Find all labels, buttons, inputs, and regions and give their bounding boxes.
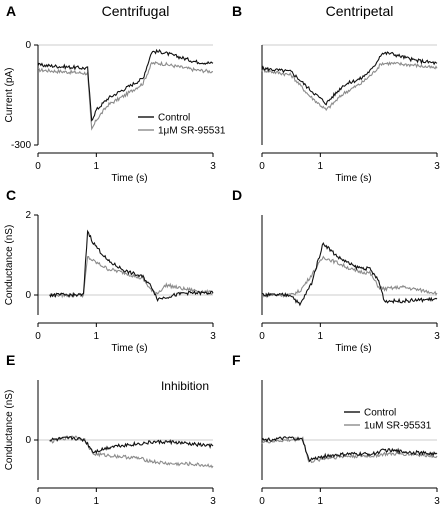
y-tick-label: 0: [25, 40, 31, 51]
x-tick-label: 3: [434, 161, 440, 172]
legend-label: 1μM SR-95531: [158, 126, 226, 137]
panel-a: A Centrifugal 0 1 3 Time (s) 0 -300 Current (pA)…: [4, 3, 226, 184]
x-tick-label: 1: [318, 496, 324, 507]
x-tick-label: 1: [318, 331, 324, 342]
x-axis-label: Time (s): [111, 173, 147, 184]
y-axis-label: Conductance (nS): [4, 390, 15, 471]
x-tick-label: 3: [210, 496, 216, 507]
panel-c: C 0 1 3 Time (s) 2 0 Conductance (nS): [4, 187, 216, 354]
x-tick-label: 0: [35, 161, 41, 172]
panel-d: D 0 1 3 Time (s): [232, 187, 440, 354]
x-tick-label: 1: [94, 331, 100, 342]
x-tick-label: 1: [94, 496, 100, 507]
y-tick-label: 0: [25, 435, 31, 446]
x-tick-label: 0: [259, 496, 265, 507]
x-tick-label: 0: [35, 331, 41, 342]
panel-letter: F: [232, 352, 241, 368]
series-line: [261, 436, 438, 464]
x-tick-label: 1: [318, 161, 324, 172]
series-line: [49, 435, 214, 469]
panel-title: Centripetal: [326, 3, 394, 19]
panel-letter: B: [232, 3, 242, 19]
y-axis-label: Conductance (nS): [4, 225, 15, 306]
legend-label: Control: [364, 408, 396, 419]
panel-title: Centrifugal: [102, 3, 170, 19]
x-tick-label: 0: [259, 161, 265, 172]
series-line: [261, 61, 438, 112]
x-tick-label: 3: [210, 331, 216, 342]
y-tick-label: -300: [11, 140, 31, 151]
y-tick-label: 2: [25, 210, 31, 221]
panel-b: B Centripetal 0 1 3 Time (s): [232, 3, 440, 184]
panel-letter: C: [6, 187, 16, 203]
series-line: [38, 60, 213, 131]
panel-letter: D: [232, 187, 242, 203]
legend-label: 1uM SR-95531: [364, 421, 432, 432]
x-tick-label: 3: [210, 161, 216, 172]
series-line: [261, 436, 438, 463]
panel-letter: A: [6, 3, 16, 19]
panel-annotation: Inhibition: [161, 379, 209, 393]
x-axis-label: Time (s): [111, 343, 147, 354]
x-tick-label: 0: [259, 331, 265, 342]
series-line: [261, 51, 438, 106]
series-line: [49, 229, 214, 302]
legend-label: Control: [158, 113, 190, 124]
series-line: [49, 436, 214, 455]
x-tick-label: 0: [35, 496, 41, 507]
panel-letter: E: [6, 352, 15, 368]
x-axis-label: Time (s): [335, 343, 371, 354]
x-tick-label: 1: [94, 161, 100, 172]
series-line: [37, 48, 214, 122]
y-axis-label: Current (pA): [4, 67, 15, 122]
y-tick-label: 0: [25, 290, 31, 301]
x-tick-label: 3: [434, 331, 440, 342]
x-axis-label: Time (s): [335, 173, 371, 184]
series-line: [261, 242, 438, 307]
series-line: [49, 256, 214, 299]
series-line: [261, 255, 438, 299]
x-tick-label: 3: [434, 496, 440, 507]
